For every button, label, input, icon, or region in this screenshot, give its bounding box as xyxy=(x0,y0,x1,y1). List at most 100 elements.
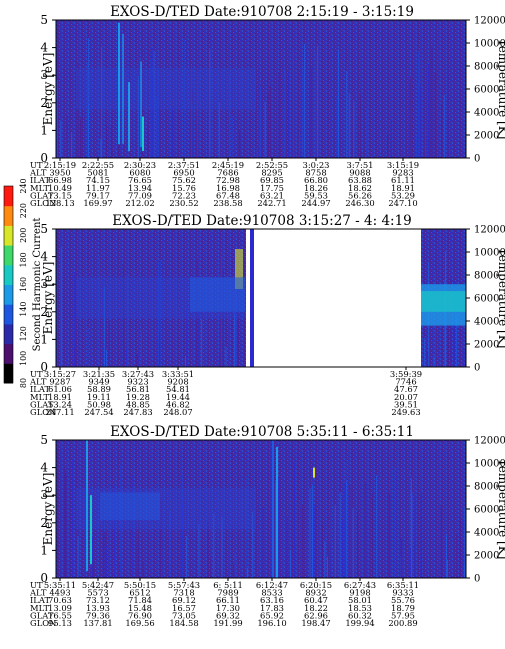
streak xyxy=(158,262,160,367)
streak xyxy=(218,102,220,158)
streak xyxy=(269,86,271,158)
table-cell: 71.84 xyxy=(128,595,152,605)
right-tick-label: 12000 xyxy=(474,225,505,236)
streak xyxy=(400,537,402,578)
table-cell: 56.26 xyxy=(348,190,372,200)
streak xyxy=(247,567,249,578)
streak xyxy=(169,510,171,578)
row-label: GLAT xyxy=(30,399,54,409)
streak xyxy=(196,259,198,367)
streak xyxy=(346,70,348,158)
streak xyxy=(411,492,413,578)
table-cell: 18.79 xyxy=(391,603,415,613)
table-cell: 2:45:19 xyxy=(212,160,244,170)
colorbar-tick-label: 120 xyxy=(19,326,28,341)
streak xyxy=(213,512,215,578)
colorbar-tick-label: 240 xyxy=(19,178,28,193)
table-cell: 61.06 xyxy=(48,384,72,394)
streak xyxy=(56,46,58,159)
table-cell: 55.76 xyxy=(391,595,415,605)
table-cell: 46.82 xyxy=(166,399,190,409)
row-label: ILAT xyxy=(30,384,50,394)
table-cell: 63.21 xyxy=(260,190,284,200)
streak xyxy=(410,478,412,578)
left-axis: 0 1 2 3 4 5 Energy [eV] xyxy=(40,222,56,374)
streak xyxy=(459,518,461,578)
table-cell: 247.11 xyxy=(45,407,74,417)
colorbar: 80 100 120 140 160 180 200 220 240 Second Harmoni… xyxy=(3,178,43,388)
table-cell: 8932 xyxy=(305,588,326,598)
table-cell: 8533 xyxy=(261,588,282,598)
streak xyxy=(207,520,209,578)
streak xyxy=(103,287,105,367)
table-cell: 79.17 xyxy=(86,190,110,200)
streak xyxy=(275,482,277,578)
right-tick-label: 4000 xyxy=(474,108,499,119)
streak xyxy=(267,92,269,158)
table-cell: 17.30 xyxy=(216,603,240,613)
streak xyxy=(418,52,420,158)
row-label: GLON xyxy=(30,198,56,208)
colorbar-segment xyxy=(4,264,13,285)
right-axis: 0 2000 4000 6000 8000 10000 12000 Temperature [… xyxy=(466,225,505,374)
row-label: UT xyxy=(30,580,43,590)
streak xyxy=(262,507,264,578)
streak xyxy=(87,38,89,158)
table-cell: 6:12:47 xyxy=(256,580,288,590)
streak xyxy=(198,524,200,578)
streak xyxy=(234,553,236,578)
table-cell: 73.15 xyxy=(48,190,72,200)
streak xyxy=(428,63,430,158)
bright-streak xyxy=(90,495,92,565)
streak xyxy=(201,318,203,367)
streak xyxy=(60,247,62,367)
streak xyxy=(233,562,235,578)
colorbar-segment xyxy=(4,343,13,364)
left-tick-label: 4 xyxy=(40,461,48,475)
streak xyxy=(137,76,139,158)
table-cell: 16.98 xyxy=(216,183,240,193)
colorbar-segment xyxy=(4,363,13,384)
colorbar-label: Second Harmonic Current xyxy=(32,218,43,352)
streak xyxy=(222,269,224,367)
streak xyxy=(353,101,355,158)
table-cell: 69.32 xyxy=(216,610,240,620)
streak xyxy=(209,49,211,158)
streak xyxy=(443,94,445,158)
streak xyxy=(186,306,188,367)
row-label: UT xyxy=(30,160,43,170)
table-cell: 6: 5:11 xyxy=(213,580,243,590)
table-cell: 53.24 xyxy=(48,399,72,409)
table-cell: 19.28 xyxy=(126,392,150,402)
table-cell: 60.32 xyxy=(348,610,372,620)
row-label: MLT xyxy=(30,392,49,402)
table-cell: 57.95 xyxy=(391,610,415,620)
table-cell: 15.76 xyxy=(172,183,196,193)
table-cell: 9323 xyxy=(127,377,148,387)
table-cell: 2:30:23 xyxy=(124,160,156,170)
streak xyxy=(191,64,193,158)
streak xyxy=(137,353,139,367)
streak xyxy=(433,356,435,367)
table-cell: 244.97 xyxy=(301,198,330,208)
table-cell: 73.05 xyxy=(172,610,196,620)
right-tick-label: 0 xyxy=(474,154,480,165)
colorbar-segment xyxy=(4,225,13,246)
streak xyxy=(77,536,79,578)
streak xyxy=(102,499,104,578)
colorbar-tick-label: 200 xyxy=(19,228,28,243)
bright-streak xyxy=(272,440,274,578)
table-cell: 212.02 xyxy=(125,198,154,208)
right-tick-label: 10000 xyxy=(474,459,505,470)
table-cell: 16.57 xyxy=(172,603,196,613)
table-cell: 198.47 xyxy=(301,618,330,628)
left-tick-label: 2 xyxy=(40,516,48,530)
table-cell: 60.47 xyxy=(304,595,328,605)
table-cell: 5:57:43 xyxy=(168,580,200,590)
streak xyxy=(104,531,106,578)
streak xyxy=(65,472,67,578)
streak xyxy=(425,127,427,158)
streak xyxy=(181,500,183,578)
table-cell: 39.51 xyxy=(394,399,418,409)
streak xyxy=(64,467,66,578)
